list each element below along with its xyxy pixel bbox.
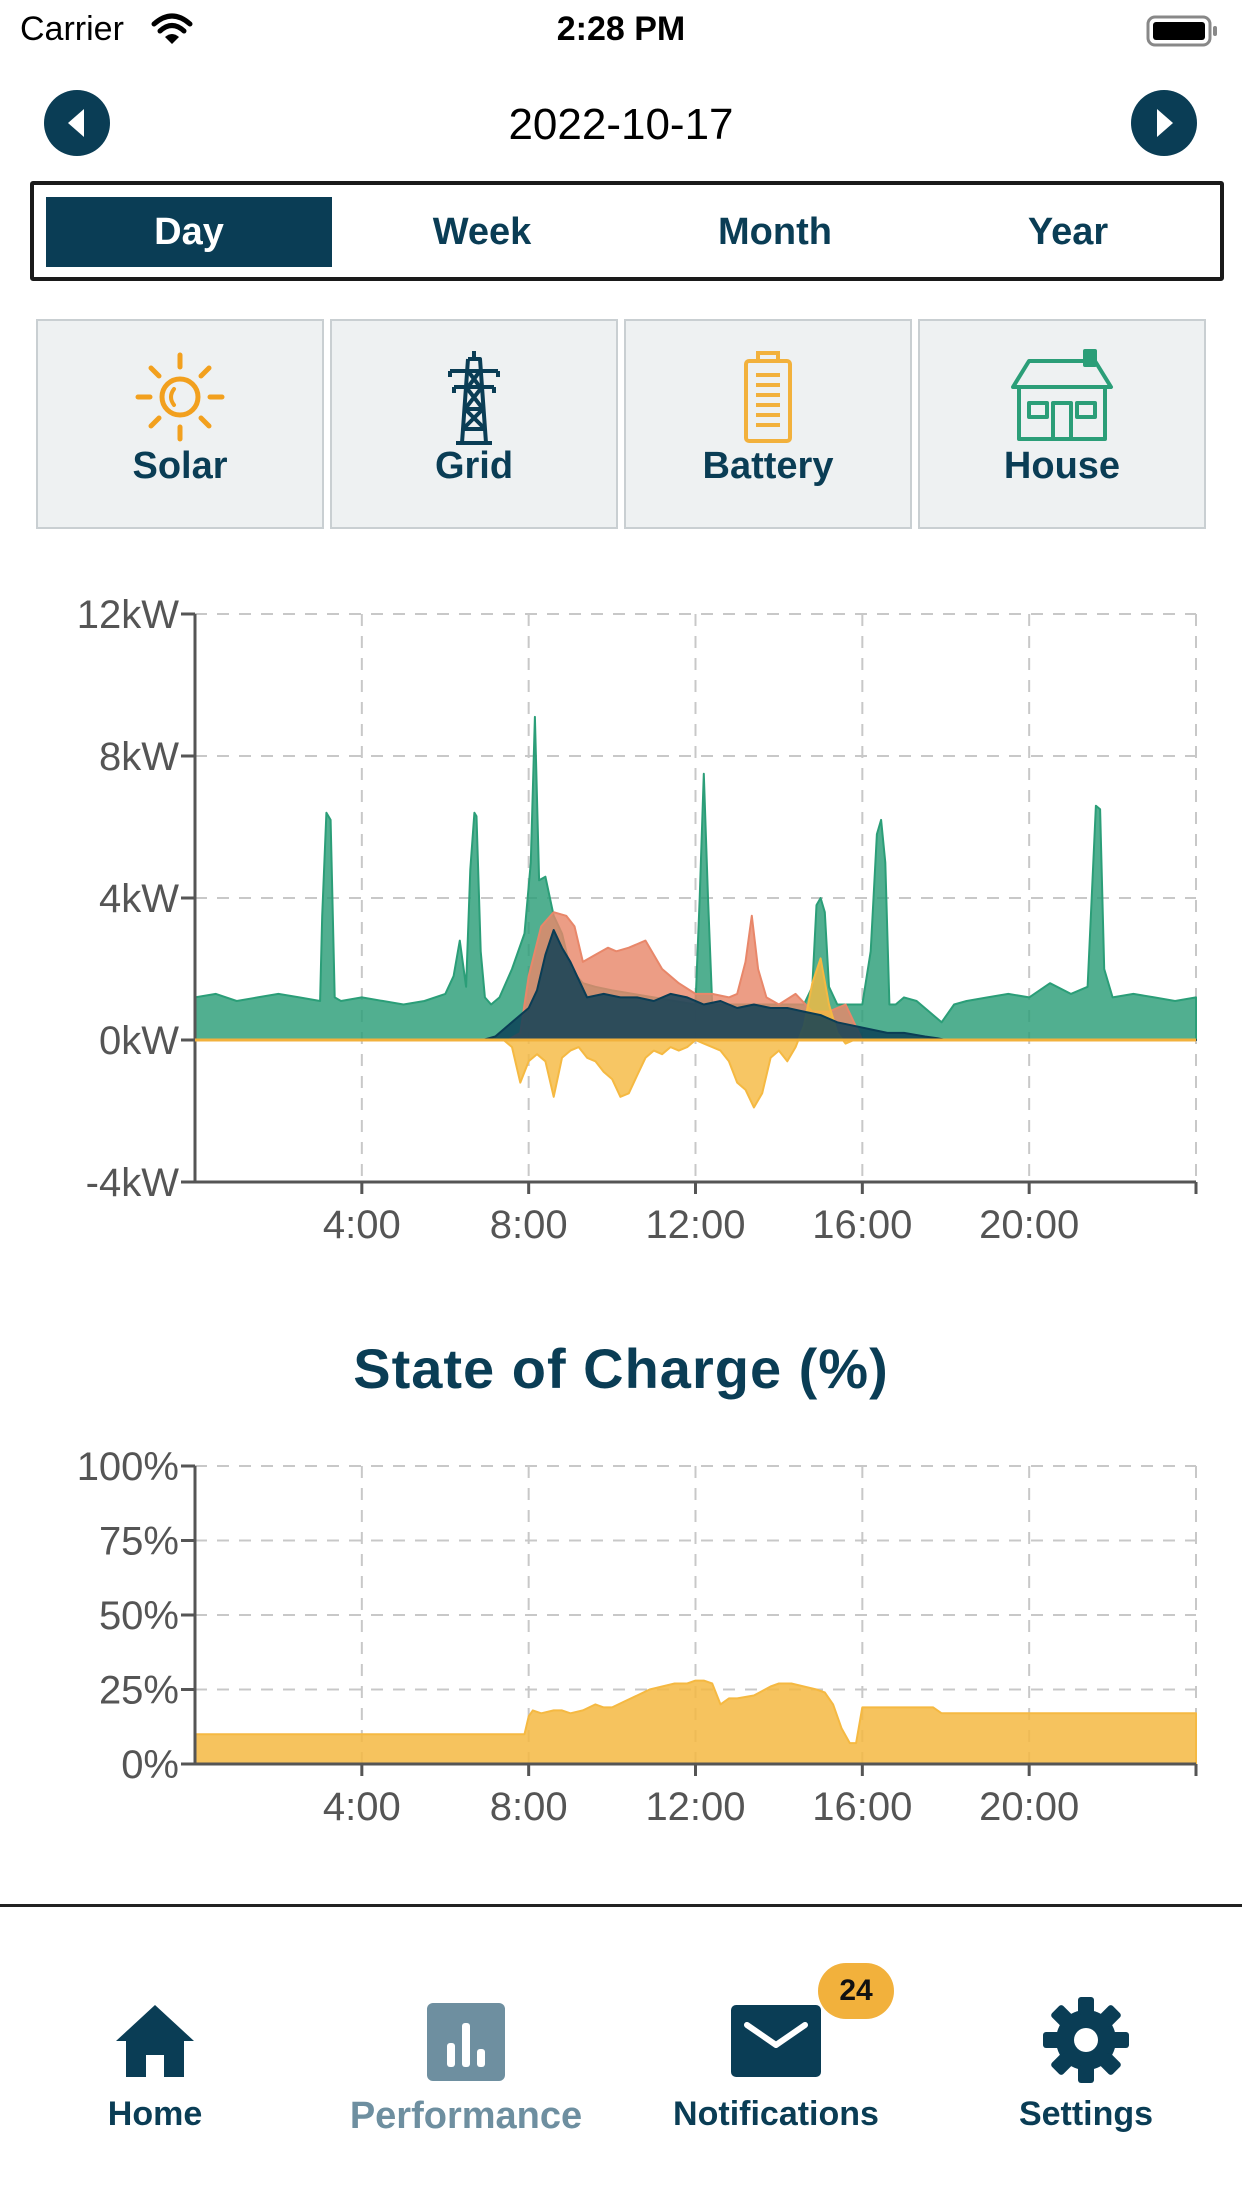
x-tick-label: 8:00 bbox=[490, 1203, 568, 1247]
state-of-charge-chart: 0% 25% 50% 75% 100% 4:00 8:00 12:00 16:00 20:00 bbox=[0, 1420, 1242, 1850]
chevron-right-icon bbox=[1157, 109, 1173, 137]
y-tick-label: 0% bbox=[121, 1743, 179, 1787]
y-tick-label: 75% bbox=[99, 1520, 179, 1564]
battery-status-icon bbox=[1146, 14, 1220, 53]
y-tick-label: 50% bbox=[99, 1594, 179, 1638]
y-tick-label: 8kW bbox=[99, 735, 179, 779]
battery-label: Battery bbox=[702, 445, 834, 487]
series-area-soc bbox=[194, 1679, 1197, 1765]
home-label: Home bbox=[107, 2095, 203, 2133]
power-chart: -4kW 0kW 4kW 8kW 12kW 4:00 8:00 12:00 16:00 20:00 bbox=[0, 570, 1242, 1260]
x-tick-label: 20:00 bbox=[979, 1203, 1079, 1247]
x-tick-label: 12:00 bbox=[645, 1203, 745, 1247]
y-tick-label: 25% bbox=[99, 1669, 179, 1713]
series-area-battery bbox=[194, 957, 1197, 1109]
home-icon bbox=[5, 1995, 305, 2085]
y-tick-label: 0kW bbox=[99, 1019, 179, 1063]
series-area-house bbox=[194, 715, 1197, 1041]
x-tick-label: 4:00 bbox=[323, 1785, 401, 1829]
bottom-tab-bar: Home Performance 24 Notification bbox=[0, 1904, 1242, 2208]
x-tick-label: 8:00 bbox=[490, 1785, 568, 1829]
x-tick-label: 12:00 bbox=[645, 1785, 745, 1829]
soc-chart-title: State of Charge (%) bbox=[353, 1337, 889, 1400]
solar-tile[interactable]: Solar bbox=[36, 319, 324, 529]
house-tile[interactable]: House bbox=[918, 319, 1206, 529]
carrier-label: Carrier bbox=[20, 10, 124, 48]
power-tower-icon bbox=[332, 347, 616, 447]
tab-notifications[interactable]: 24 Notifications bbox=[626, 1963, 926, 2135]
tab-home[interactable]: Home bbox=[5, 1995, 305, 2135]
tab-day[interactable]: Day bbox=[46, 197, 332, 267]
y-tick-label: -4kW bbox=[86, 1161, 180, 1205]
tab-performance[interactable]: Performance bbox=[316, 1995, 616, 2137]
x-tick-label: 20:00 bbox=[979, 1785, 1079, 1829]
sun-icon bbox=[38, 347, 322, 447]
previous-date-button[interactable] bbox=[44, 90, 110, 156]
status-bar: Carrier 2:28 PM bbox=[0, 0, 1242, 62]
battery-icon bbox=[626, 347, 910, 447]
x-tick-label: 16:00 bbox=[812, 1785, 912, 1829]
clock: 2:28 PM bbox=[556, 10, 686, 48]
notifications-label: Notifications bbox=[673, 2095, 879, 2133]
y-tick-label: 100% bbox=[77, 1445, 179, 1489]
tab-settings[interactable]: Settings bbox=[936, 1995, 1236, 2135]
selected-date: 2022-10-17 bbox=[508, 100, 734, 149]
next-date-button[interactable] bbox=[1131, 90, 1197, 156]
date-navigator: 2022-10-17 bbox=[0, 84, 1242, 158]
wifi-icon bbox=[150, 12, 194, 51]
house-label: House bbox=[1003, 445, 1121, 487]
energy-source-tiles: Solar Grid bbox=[36, 319, 1206, 529]
envelope-icon bbox=[626, 1995, 926, 2085]
notifications-badge: 24 bbox=[818, 1963, 894, 2019]
solar-label: Solar bbox=[132, 445, 228, 487]
y-tick-label: 12kW bbox=[77, 593, 179, 637]
period-segmented-control: Day Week Month Year bbox=[30, 181, 1224, 281]
x-tick-label: 4:00 bbox=[323, 1203, 401, 1247]
grid-tile[interactable]: Grid bbox=[330, 319, 618, 529]
performance-label: Performance bbox=[349, 2095, 583, 2137]
chevron-left-icon bbox=[68, 109, 84, 137]
house-icon bbox=[920, 347, 1204, 447]
tab-month[interactable]: Month bbox=[718, 211, 832, 253]
gear-icon bbox=[936, 1995, 1236, 2085]
bar-chart-icon bbox=[316, 1995, 616, 2085]
tab-year[interactable]: Year bbox=[1027, 211, 1109, 253]
y-tick-label: 4kW bbox=[99, 877, 179, 921]
series-area-solar bbox=[194, 929, 1197, 1041]
battery-tile[interactable]: Battery bbox=[624, 319, 912, 529]
settings-label: Settings bbox=[1018, 2095, 1154, 2133]
tab-week[interactable]: Week bbox=[432, 211, 532, 253]
x-tick-label: 16:00 bbox=[812, 1203, 912, 1247]
grid-label: Grid bbox=[434, 445, 514, 487]
